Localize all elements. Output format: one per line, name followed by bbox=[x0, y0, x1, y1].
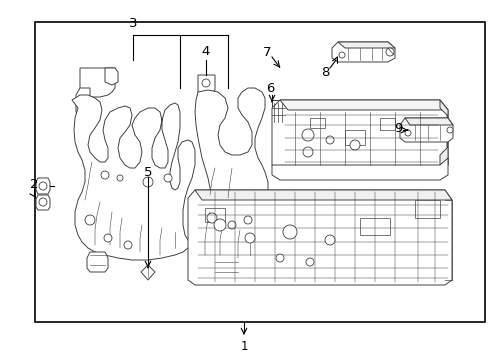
Circle shape bbox=[163, 174, 172, 182]
Polygon shape bbox=[204, 208, 224, 222]
Polygon shape bbox=[36, 178, 50, 194]
Circle shape bbox=[385, 48, 393, 56]
Polygon shape bbox=[414, 200, 439, 218]
Circle shape bbox=[101, 171, 109, 179]
Polygon shape bbox=[359, 218, 389, 235]
Circle shape bbox=[404, 130, 410, 136]
Circle shape bbox=[117, 175, 123, 181]
Polygon shape bbox=[271, 158, 447, 180]
Text: 5: 5 bbox=[143, 166, 152, 179]
Circle shape bbox=[302, 129, 313, 141]
Text: 9: 9 bbox=[393, 122, 401, 135]
Circle shape bbox=[206, 213, 217, 223]
Polygon shape bbox=[399, 118, 452, 142]
Polygon shape bbox=[309, 118, 325, 128]
Polygon shape bbox=[80, 68, 115, 97]
Polygon shape bbox=[280, 100, 447, 110]
Circle shape bbox=[227, 221, 236, 229]
Text: 2: 2 bbox=[30, 177, 38, 190]
Text: 3: 3 bbox=[128, 17, 137, 30]
Circle shape bbox=[39, 182, 47, 190]
Polygon shape bbox=[337, 42, 394, 48]
Polygon shape bbox=[76, 88, 90, 118]
Bar bbox=[35, 22, 484, 322]
Circle shape bbox=[244, 216, 251, 224]
Circle shape bbox=[39, 198, 47, 206]
Circle shape bbox=[214, 219, 225, 231]
Polygon shape bbox=[87, 252, 108, 272]
Polygon shape bbox=[195, 190, 451, 200]
Polygon shape bbox=[187, 190, 451, 285]
Circle shape bbox=[349, 140, 359, 150]
Text: 6: 6 bbox=[265, 81, 274, 95]
Circle shape bbox=[202, 79, 209, 87]
Polygon shape bbox=[72, 95, 195, 260]
Polygon shape bbox=[212, 258, 240, 278]
Text: 7: 7 bbox=[262, 45, 271, 59]
Polygon shape bbox=[439, 100, 447, 170]
Polygon shape bbox=[195, 88, 267, 262]
Circle shape bbox=[325, 136, 333, 144]
Text: 4: 4 bbox=[202, 45, 210, 58]
Circle shape bbox=[124, 241, 132, 249]
Polygon shape bbox=[404, 118, 452, 125]
Polygon shape bbox=[379, 118, 394, 130]
Circle shape bbox=[142, 177, 153, 187]
Circle shape bbox=[104, 234, 112, 242]
Polygon shape bbox=[271, 100, 285, 125]
Circle shape bbox=[325, 235, 334, 245]
Circle shape bbox=[244, 233, 254, 243]
Circle shape bbox=[338, 52, 345, 58]
Polygon shape bbox=[331, 42, 394, 62]
Circle shape bbox=[305, 258, 313, 266]
Polygon shape bbox=[36, 195, 50, 210]
Circle shape bbox=[275, 254, 284, 262]
Circle shape bbox=[446, 127, 452, 133]
Polygon shape bbox=[345, 130, 364, 145]
Circle shape bbox=[85, 215, 95, 225]
Polygon shape bbox=[105, 68, 118, 85]
Circle shape bbox=[283, 225, 296, 239]
Circle shape bbox=[303, 147, 312, 157]
Polygon shape bbox=[141, 265, 155, 280]
Polygon shape bbox=[271, 100, 447, 170]
Polygon shape bbox=[198, 75, 215, 95]
Text: 8: 8 bbox=[320, 66, 328, 78]
Text: 1: 1 bbox=[240, 340, 247, 353]
